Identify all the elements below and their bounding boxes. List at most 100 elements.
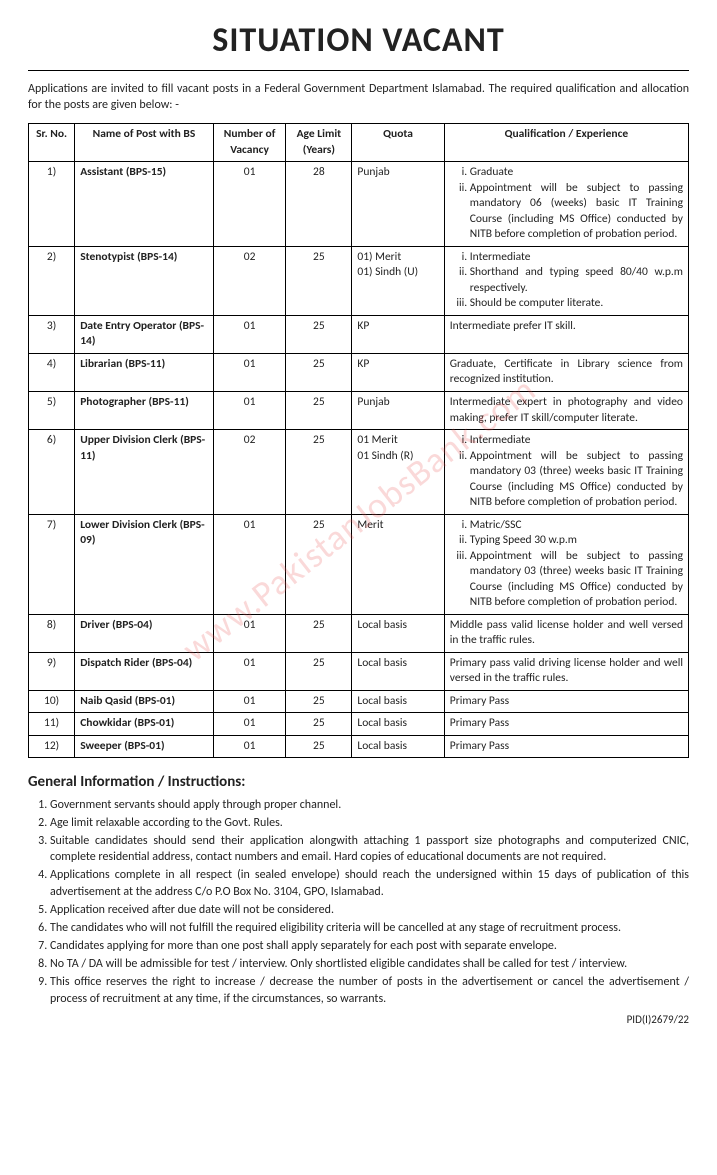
cell-quota: Punjab	[352, 392, 444, 430]
table-header-row: Sr. No. Name of Post with BS Number of V…	[29, 124, 689, 162]
cell-qualification: Intermediate expert in photography and v…	[444, 392, 688, 430]
instruction-item: Age limit relaxable according to the Gov…	[50, 815, 689, 831]
cell-post: Date Entry Operator (BPS-14)	[75, 315, 214, 353]
cell-quota: Punjab	[352, 162, 444, 247]
table-row: 10)Naib Qasid (BPS-01)0125Local basisPri…	[29, 690, 689, 713]
cell-post: Driver (BPS-04)	[75, 614, 214, 652]
cell-qualification: Primary pass valid driving license holde…	[444, 652, 688, 690]
page-title: SITUATION VACANT	[28, 18, 689, 64]
cell-sr: 11)	[29, 713, 75, 736]
instruction-item: This office reserves the right to increa…	[50, 974, 689, 1006]
cell-sr: 2)	[29, 246, 75, 315]
instruction-item: No TA / DA will be admissible for test /…	[50, 956, 689, 972]
instruction-item: Application received after due date will…	[50, 902, 689, 918]
qualification-item: Graduate	[470, 165, 683, 181]
cell-sr: 9)	[29, 652, 75, 690]
cell-sr: 8)	[29, 614, 75, 652]
cell-vacancy: 01	[213, 690, 286, 713]
cell-quota: 01 Merit01 Sindh (R)	[352, 430, 444, 515]
cell-vacancy: 01	[213, 162, 286, 247]
cell-age: 25	[286, 614, 352, 652]
cell-sr: 1)	[29, 162, 75, 247]
cell-qualification: IntermediateAppointment will be subject …	[444, 430, 688, 515]
cell-post: Lower Division Clerk (BPS-09)	[75, 514, 214, 614]
quota-item: 01) Sindh (U)	[357, 265, 438, 281]
instruction-item: Candidates applying for more than one po…	[50, 938, 689, 954]
col-header-post: Name of Post with BS	[75, 124, 214, 162]
qualification-item: Intermediate	[470, 250, 683, 266]
qualification-item: Intermediate	[470, 433, 683, 449]
cell-age: 25	[286, 430, 352, 515]
table-row: 5)Photographer (BPS-11)0125PunjabInterme…	[29, 392, 689, 430]
cell-vacancy: 01	[213, 353, 286, 391]
vacancy-table: Sr. No. Name of Post with BS Number of V…	[28, 123, 689, 758]
cell-age: 25	[286, 690, 352, 713]
cell-post: Assistant (BPS-15)	[75, 162, 214, 247]
cell-age: 25	[286, 315, 352, 353]
cell-post: Chowkidar (BPS-01)	[75, 713, 214, 736]
instructions-list: Government servants should apply through…	[28, 797, 689, 1007]
qualification-item: Appointment will be subject to passing m…	[470, 549, 683, 611]
table-row: 2)Stenotypist (BPS-14)022501) Merit01) S…	[29, 246, 689, 315]
title-divider	[28, 70, 689, 71]
cell-age: 25	[286, 735, 352, 758]
cell-quota: 01) Merit01) Sindh (U)	[352, 246, 444, 315]
cell-quota: Local basis	[352, 614, 444, 652]
cell-age: 25	[286, 514, 352, 614]
instruction-item: The candidates who will not fulfill the …	[50, 920, 689, 936]
cell-sr: 7)	[29, 514, 75, 614]
cell-qualification: Graduate, Certificate in Library science…	[444, 353, 688, 391]
cell-post: Sweeper (BPS-01)	[75, 735, 214, 758]
cell-post: Photographer (BPS-11)	[75, 392, 214, 430]
cell-quota: Local basis	[352, 735, 444, 758]
intro-paragraph: Applications are invited to fill vacant …	[28, 81, 689, 113]
instruction-item: Suitable candidates should send their ap…	[50, 833, 689, 865]
cell-post: Stenotypist (BPS-14)	[75, 246, 214, 315]
cell-quota: Local basis	[352, 690, 444, 713]
cell-qualification: Primary Pass	[444, 690, 688, 713]
cell-sr: 6)	[29, 430, 75, 515]
cell-qualification: Intermediate prefer IT skill.	[444, 315, 688, 353]
qualification-item: Matric/SSC	[470, 518, 683, 534]
cell-qualification: Primary Pass	[444, 735, 688, 758]
table-row: 7)Lower Division Clerk (BPS-09)0125Merit…	[29, 514, 689, 614]
cell-sr: 3)	[29, 315, 75, 353]
instruction-item: Applications complete in all respect (in…	[50, 867, 689, 899]
table-row: 11)Chowkidar (BPS-01)0125Local basisPrim…	[29, 713, 689, 736]
cell-sr: 5)	[29, 392, 75, 430]
col-header-vacancy: Number of Vacancy	[213, 124, 286, 162]
quota-item: 01 Sindh (R)	[357, 449, 438, 465]
cell-post: Upper Division Clerk (BPS-11)	[75, 430, 214, 515]
cell-age: 28	[286, 162, 352, 247]
cell-qualification: GraduateAppointment will be subject to p…	[444, 162, 688, 247]
cell-quota: Local basis	[352, 713, 444, 736]
table-row: 8)Driver (BPS-04)0125Local basisMiddle p…	[29, 614, 689, 652]
instructions-heading: General Information / Instructions:	[28, 772, 689, 792]
cell-age: 25	[286, 713, 352, 736]
cell-vacancy: 01	[213, 652, 286, 690]
cell-sr: 10)	[29, 690, 75, 713]
col-header-qualification: Qualification / Experience	[444, 124, 688, 162]
quota-item: 01 Merit	[357, 433, 438, 449]
qualification-item: Typing Speed 30 w.p.m	[470, 533, 683, 549]
table-row: 6)Upper Division Clerk (BPS-11)022501 Me…	[29, 430, 689, 515]
cell-vacancy: 01	[213, 614, 286, 652]
cell-vacancy: 01	[213, 315, 286, 353]
cell-age: 25	[286, 392, 352, 430]
table-row: 9)Dispatch Rider (BPS-04)0125Local basis…	[29, 652, 689, 690]
qualification-item: Shorthand and typing speed 80/40 w.p.m r…	[470, 265, 683, 296]
cell-quota: Merit	[352, 514, 444, 614]
cell-qualification: IntermediateShorthand and typing speed 8…	[444, 246, 688, 315]
cell-vacancy: 02	[213, 430, 286, 515]
cell-quota: KP	[352, 315, 444, 353]
cell-sr: 4)	[29, 353, 75, 391]
table-row: 12)Sweeper (BPS-01)0125Local basisPrimar…	[29, 735, 689, 758]
instruction-item: Government servants should apply through…	[50, 797, 689, 813]
cell-post: Dispatch Rider (BPS-04)	[75, 652, 214, 690]
cell-sr: 12)	[29, 735, 75, 758]
cell-qualification: Middle pass valid license holder and wel…	[444, 614, 688, 652]
col-header-quota: Quota	[352, 124, 444, 162]
cell-vacancy: 01	[213, 392, 286, 430]
cell-vacancy: 01	[213, 514, 286, 614]
col-header-age: Age Limit (Years)	[286, 124, 352, 162]
